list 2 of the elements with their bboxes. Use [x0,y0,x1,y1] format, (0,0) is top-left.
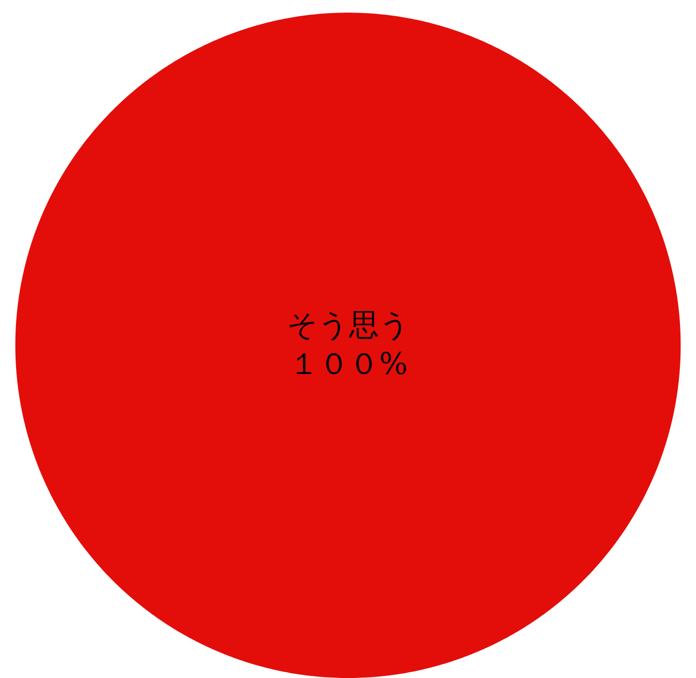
data-label: １００% [289,347,408,382]
slice-label: そう思う [287,308,410,343]
